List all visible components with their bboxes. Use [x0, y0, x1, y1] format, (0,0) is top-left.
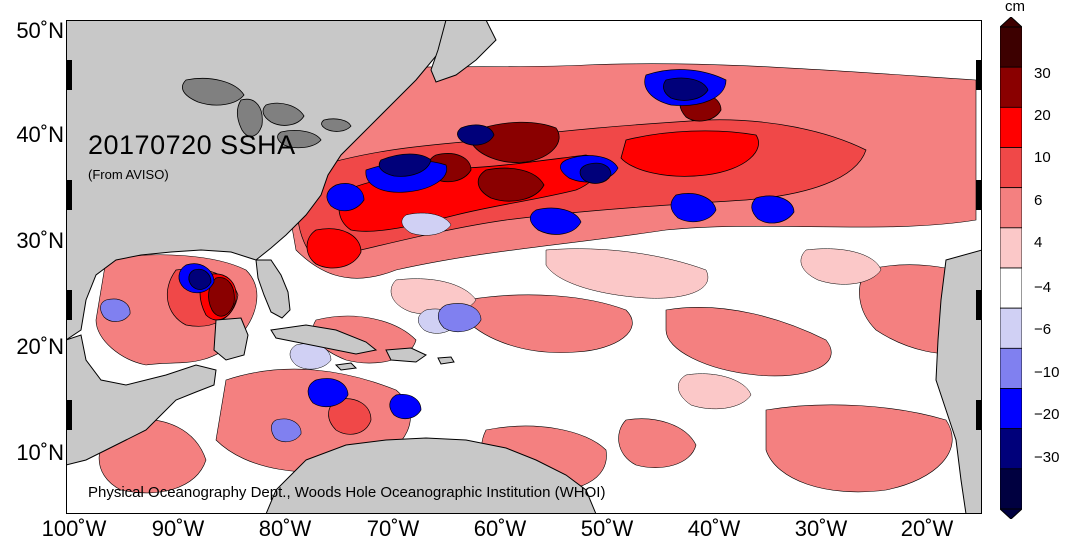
colorbar-segment	[1000, 347, 1022, 389]
lon-label-100w: 100˚W	[41, 516, 107, 541]
colorbar-tick-neg30: −30	[1034, 449, 1060, 466]
colorbar-segment	[1000, 26, 1022, 68]
colorbar-tick-neg6: −6	[1034, 321, 1052, 338]
colorbar-segment	[1000, 187, 1022, 229]
lon-label-40w: 40˚W	[687, 516, 741, 541]
lon-label-20w: 20˚W	[900, 516, 954, 541]
ssha-map	[66, 20, 982, 514]
colorbar-segment	[1000, 468, 1022, 510]
colorbar-segment	[1000, 106, 1022, 148]
colorbar-segment	[1000, 307, 1022, 349]
map-title: 20170720 SSHA	[88, 130, 296, 160]
colorbar-tick-neg20: −20	[1034, 406, 1060, 423]
land-masses	[66, 20, 982, 514]
lat-label-20n: 20˚N	[16, 334, 64, 359]
colorbar-tick-20: 20	[1034, 107, 1051, 124]
great-lakes	[182, 77, 352, 149]
colorbar-tick-30: 30	[1034, 65, 1051, 82]
lon-label-30w: 30˚W	[794, 516, 848, 541]
colorbar-max-cap	[1000, 17, 1022, 28]
colorbar-segment	[1000, 428, 1022, 470]
lat-label-40n: 40˚N	[16, 122, 64, 147]
ssha-map-canvas	[66, 20, 982, 514]
lat-label-30n: 30˚N	[16, 228, 64, 253]
colorbar-segment	[1000, 147, 1022, 189]
colorbar-tick-10: 10	[1034, 149, 1051, 166]
colorbar-tick-neg4: −4	[1034, 279, 1052, 296]
frame-ticks	[66, 60, 982, 430]
colorbar-segment	[1000, 227, 1022, 269]
colorbar-min-cap	[1000, 508, 1022, 519]
lon-label-70w: 70˚W	[366, 516, 420, 541]
colorbar-segment	[1000, 267, 1022, 309]
lon-label-90w: 90˚W	[151, 516, 205, 541]
map-subtitle: (From AVISO)	[88, 167, 169, 182]
colorbar	[1000, 17, 1022, 519]
lon-label-80w: 80˚W	[258, 516, 312, 541]
colorbar-tick-4: 4	[1034, 234, 1043, 251]
lat-label-10n: 10˚N	[16, 440, 64, 465]
colorbar-unit: cm	[1005, 0, 1025, 15]
map-credit: Physical Oceanography Dept., Woods Hole …	[88, 484, 606, 501]
lon-label-60w: 60˚W	[473, 516, 527, 541]
colorbar-segment	[1000, 66, 1022, 108]
anomaly-medium-negative	[100, 298, 482, 443]
lat-label-50n: 50˚N	[16, 18, 64, 43]
colorbar-tick-neg10: −10	[1034, 364, 1060, 381]
colorbar-tick-6: 6	[1034, 192, 1043, 209]
anomaly-strong-positive	[199, 130, 759, 321]
anomaly-extreme-negative	[188, 77, 709, 290]
lon-label-50w: 50˚W	[580, 516, 634, 541]
colorbar-segment	[1000, 388, 1022, 430]
